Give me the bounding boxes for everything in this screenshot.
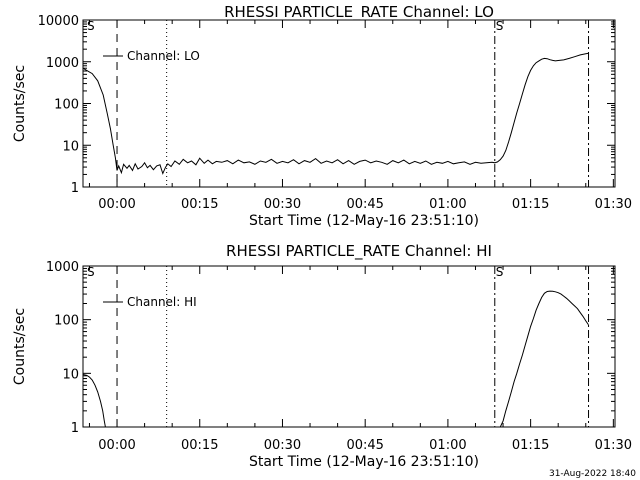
x-axis-label: Start Time (12-May-16 23:51:10) <box>249 454 479 470</box>
x-tick-label: 00:30 <box>264 438 301 453</box>
chart-title: RHESSI PARTICLE_RATE Channel: HI <box>226 242 492 261</box>
chart-title: RHESSI PARTICLE_RATE Channel: LO <box>224 3 494 22</box>
hi-channel-panel: RHESSI PARTICLE_RATE Channel: HI 1 10 100 10… <box>12 242 632 470</box>
y-tick-label: 10 <box>62 139 79 154</box>
series-line <box>83 374 106 427</box>
series-line <box>499 290 589 427</box>
x-tick-label: 01:00 <box>429 438 466 453</box>
x-tick-label: 00:45 <box>346 197 383 212</box>
x-tick-label: 00:45 <box>346 438 383 453</box>
x-tick-label: 00:15 <box>181 197 218 212</box>
series-line <box>83 52 589 175</box>
y-axis-label: Counts/sec <box>12 65 28 142</box>
y-tick-label: 1 <box>71 181 79 196</box>
y-tick-label: 1 <box>71 421 79 436</box>
x-tick-label: 01:15 <box>512 197 549 212</box>
y-tick-label: 10000 <box>38 14 79 29</box>
s-marker-right: S <box>496 265 504 279</box>
s-marker-left: S <box>87 19 95 33</box>
legend-label: Channel: LO <box>127 49 200 63</box>
y-tick-label: 1000 <box>46 260 79 275</box>
x-tick-label: 01:30 <box>595 197 632 212</box>
x-tick-label: 00:15 <box>181 438 218 453</box>
x-tick-label: 00:00 <box>98 438 135 453</box>
y-tick-label: 100 <box>54 314 79 329</box>
x-tick-label: 01:30 <box>595 438 632 453</box>
x-tick-label: 00:30 <box>264 197 301 212</box>
x-tick-label: 01:00 <box>429 197 466 212</box>
lo-channel-panel: RHESSI PARTICLE_RATE Channel: LO 1 10 100 10… <box>12 3 632 229</box>
plot-frame <box>82 19 616 188</box>
x-tick-label: 00:00 <box>98 197 135 212</box>
footer-timestamp: 31-Aug-2022 18:40 <box>549 469 636 479</box>
y-tick-label: 10 <box>62 367 79 382</box>
y-axis-label: Counts/sec <box>12 308 28 385</box>
plot-frame <box>82 265 616 428</box>
legend-label: Channel: HI <box>127 295 197 309</box>
x-tick-label: 01:15 <box>512 438 549 453</box>
s-marker-left: S <box>87 265 95 279</box>
y-tick-label: 100 <box>54 98 79 113</box>
s-marker-right: S <box>496 19 504 33</box>
y-tick-label: 1000 <box>46 56 79 71</box>
x-axis-label: Start Time (12-May-16 23:51:10) <box>249 213 479 229</box>
